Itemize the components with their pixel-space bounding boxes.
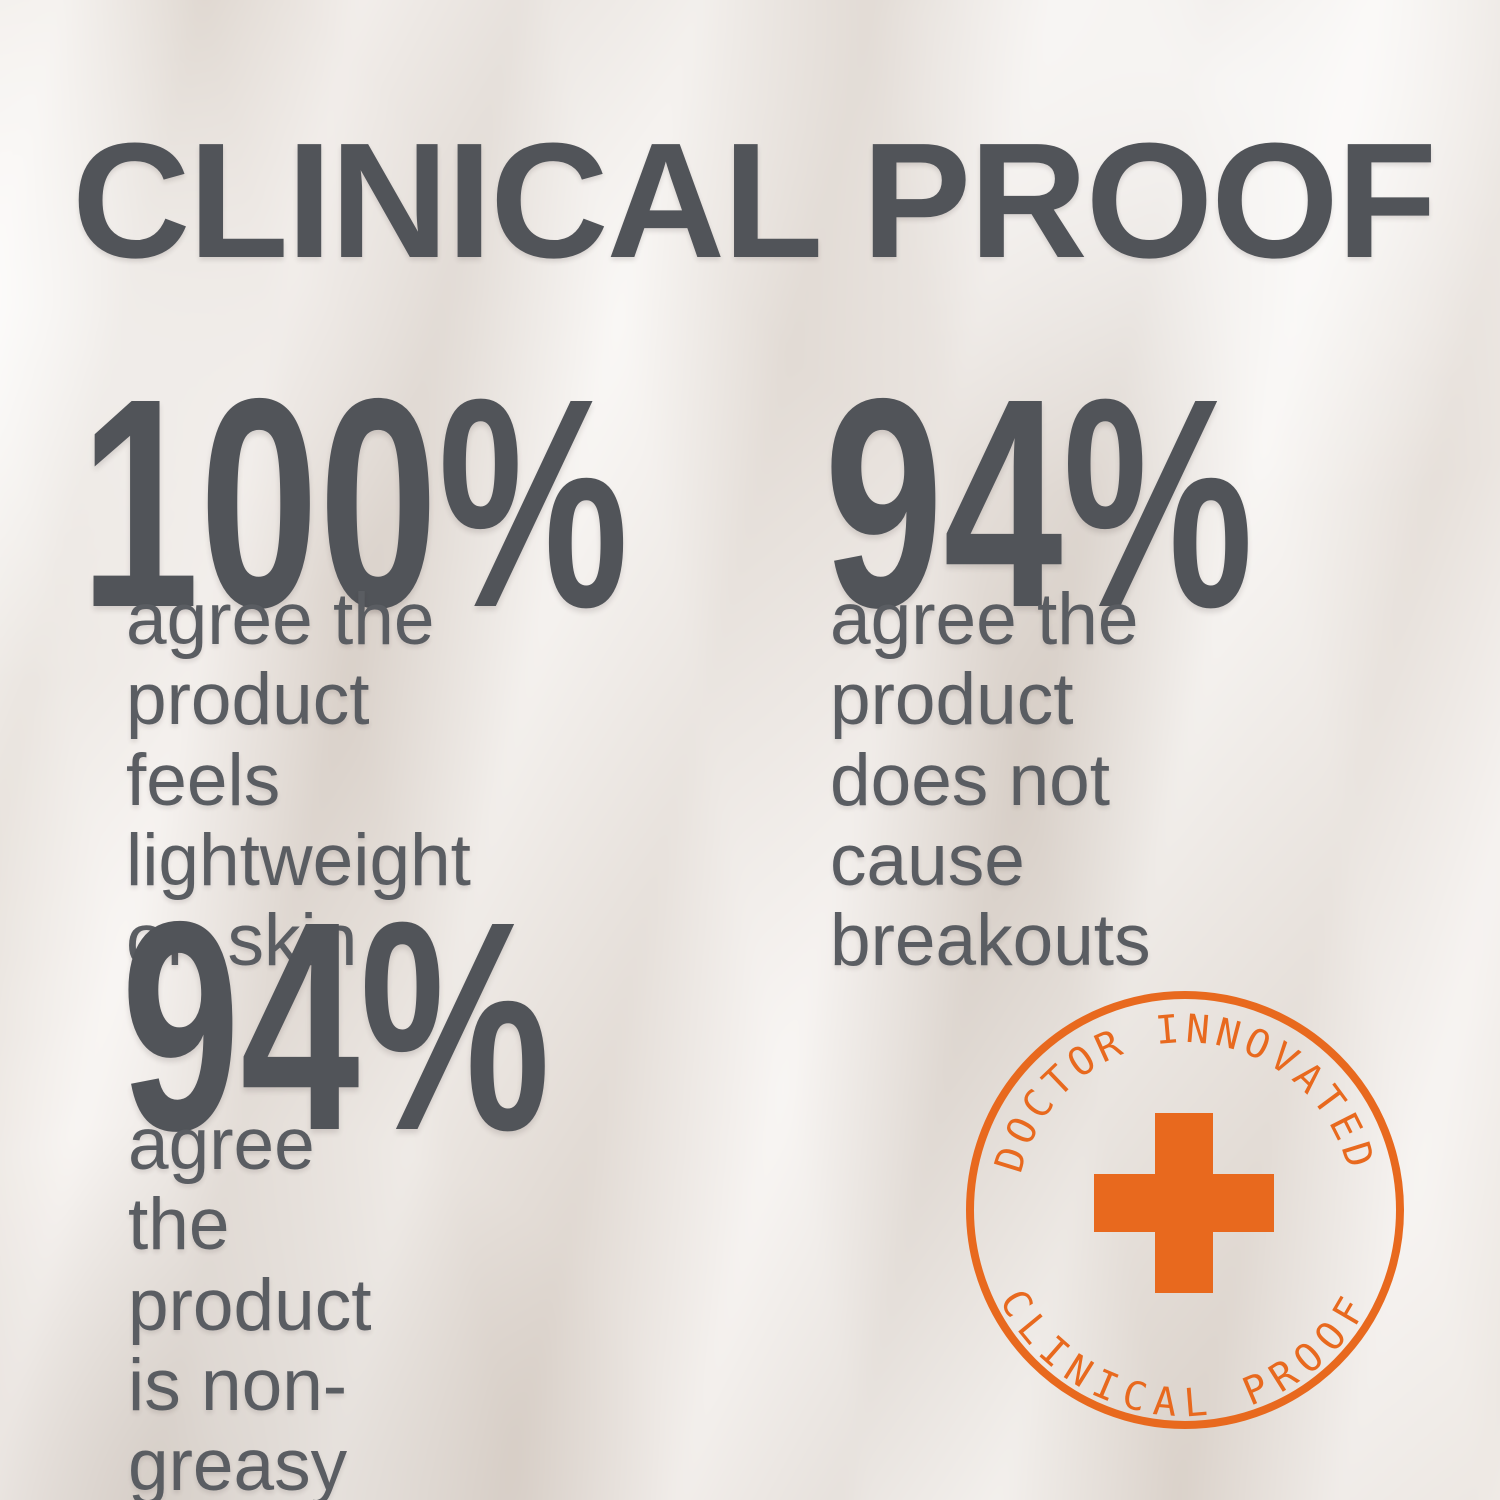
stat-description: agree the product does not cause breakou… (830, 579, 1151, 982)
stat-value: 94% (824, 337, 1420, 670)
stat-value-text: 100% (80, 337, 629, 670)
stat-description: agree the product feels lightweight on s… (126, 579, 471, 982)
stat-value-text: 94% (121, 860, 551, 1193)
medical-cross-icon (1094, 1113, 1274, 1293)
stamp-ring (966, 991, 1404, 1429)
stamp-bottom-arc-label: CLINICAL PROOF (990, 1282, 1370, 1426)
stat-description: agree the product is non-greasy (128, 1104, 372, 1500)
stat-value-text: 94% (824, 337, 1254, 670)
stat-value: 94% (121, 860, 717, 1193)
stamp-bottom-arc-text: CLINICAL PROOF (990, 1282, 1379, 1426)
stat-value: 100% (80, 337, 842, 670)
page-title: CLINICAL PROOF (72, 109, 1437, 292)
clinical-proof-stamp: DOCTOR INNOVATED CLINICAL PROOF (966, 991, 1404, 1429)
